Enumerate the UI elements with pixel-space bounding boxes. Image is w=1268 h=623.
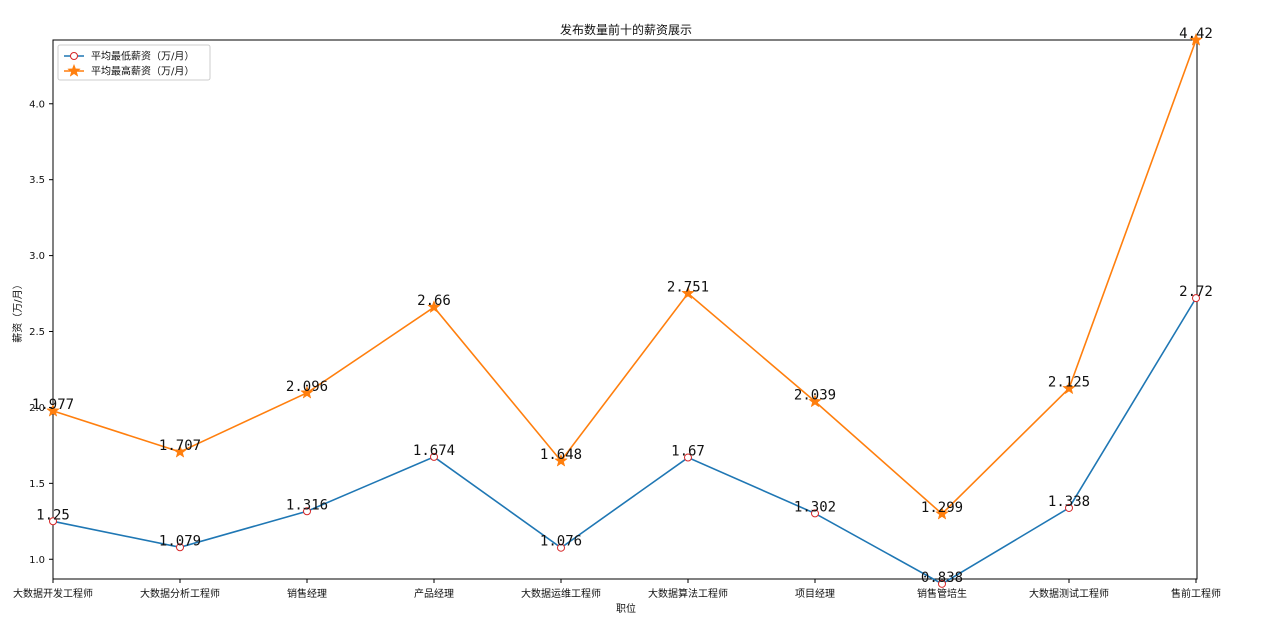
data-label: 1.316 xyxy=(286,497,328,513)
y-tick-label: 3.0 xyxy=(29,251,45,262)
series-1-point xyxy=(430,452,438,461)
series-1-point xyxy=(938,579,946,588)
data-label: 4.42 xyxy=(1179,26,1213,42)
x-tick-label: 大数据算法工程师 xyxy=(648,587,728,600)
series-1-point xyxy=(49,517,57,526)
data-label: 2.751 xyxy=(667,279,709,295)
series-1-point xyxy=(1065,503,1073,512)
series-line-2 xyxy=(52,39,1197,515)
data-label: 1.299 xyxy=(921,500,963,516)
data-label: 1.076 xyxy=(540,534,582,550)
series-2-point xyxy=(1189,32,1203,46)
series-2-point xyxy=(173,444,187,458)
data-label: 1.338 xyxy=(1048,494,1090,510)
y-tick-label: 3.5 xyxy=(29,175,45,186)
series-1-point xyxy=(811,509,819,518)
data-label: 2.66 xyxy=(417,293,451,309)
y-tick-label: 1.5 xyxy=(29,479,45,490)
x-tick-label: 大数据运维工程师 xyxy=(521,587,601,600)
data-label: 1.707 xyxy=(159,438,201,454)
legend-label-max: 平均最高薪资（万/月） xyxy=(91,65,194,78)
series-2-point xyxy=(427,299,441,314)
x-tick-label: 项目经理 xyxy=(795,587,835,600)
series-2-point xyxy=(681,286,695,300)
data-label: 1.977 xyxy=(32,397,74,413)
series-1-point xyxy=(557,543,565,552)
series-1-point xyxy=(176,543,184,552)
legend-marker-max xyxy=(67,63,81,77)
series-1-point xyxy=(303,507,311,516)
x-tick-label: 大数据测试工程师 xyxy=(1029,587,1109,600)
data-label: 1.302 xyxy=(794,499,836,515)
data-label: 1.079 xyxy=(159,533,201,549)
legend-label-min: 平均最低薪资（万/月） xyxy=(91,50,194,63)
series-2-point xyxy=(554,453,568,467)
legend-box xyxy=(57,44,211,81)
x-tick-label: 销售经理 xyxy=(287,587,327,600)
x-tick-label: 销售管培生 xyxy=(917,587,967,600)
y-tick-label: 4.0 xyxy=(29,99,45,110)
data-label: 2.039 xyxy=(794,388,836,404)
plot-frame xyxy=(52,39,1198,580)
series-2-point xyxy=(808,394,822,408)
data-label: 0.838 xyxy=(921,570,963,586)
y-axis-label: 薪资（万/月） xyxy=(12,279,24,342)
x-tick-label: 大数据开发工程师 xyxy=(13,587,93,600)
data-label: 1.67 xyxy=(671,444,705,460)
series-2-point xyxy=(1062,381,1076,395)
series-1-point xyxy=(1192,294,1200,303)
x-tick-label: 产品经理 xyxy=(414,587,454,600)
y-tick-label: 1.0 xyxy=(29,555,45,566)
y-tick-label: 2.5 xyxy=(29,327,45,338)
data-label: 2.125 xyxy=(1048,374,1090,390)
x-tick-label: 大数据分析工程师 xyxy=(140,587,220,600)
chart-title: 发布数量前十的薪资展示 xyxy=(560,22,692,37)
data-label: 2.72 xyxy=(1179,284,1213,300)
data-label: 1.674 xyxy=(413,443,455,459)
data-label: 1.648 xyxy=(540,447,582,463)
series-2-point xyxy=(300,385,314,399)
series-1-point xyxy=(684,453,692,462)
data-label: 2.096 xyxy=(286,379,328,395)
y-tick-label: 2.0 xyxy=(29,403,45,414)
data-label: 1.25 xyxy=(36,507,70,523)
series-2-point xyxy=(935,506,949,520)
series-2-point xyxy=(46,403,60,417)
x-tick-label: 售前工程师 xyxy=(1171,587,1221,600)
x-axis-label: 职位 xyxy=(616,602,636,615)
legend-marker-min xyxy=(70,52,78,60)
series-line-1 xyxy=(52,297,1197,585)
